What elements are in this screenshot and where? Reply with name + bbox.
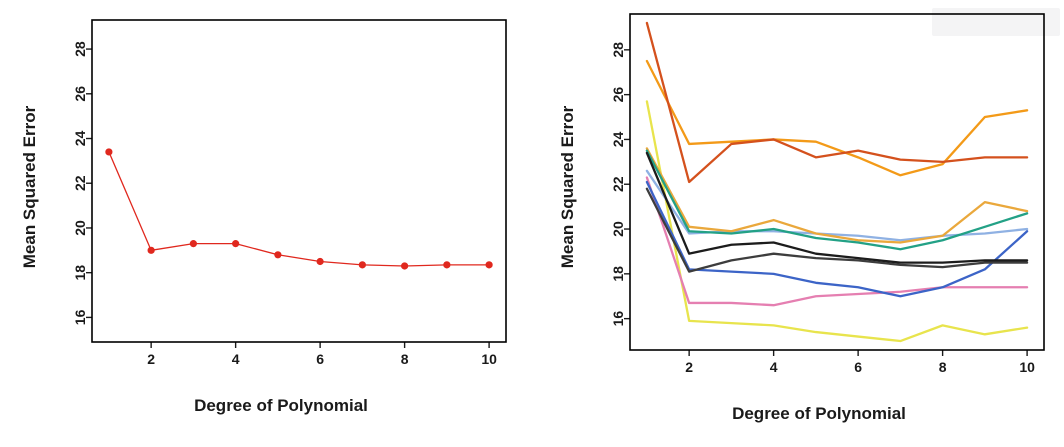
svg-text:18: 18 xyxy=(72,265,88,281)
svg-text:16: 16 xyxy=(610,311,626,327)
svg-text:2: 2 xyxy=(685,359,693,375)
loocv-panel: Mean Squared Error 16 18 20 22 24 26 28 2 4 6 8 10 … xyxy=(14,8,516,422)
svg-text:6: 6 xyxy=(854,359,862,375)
loocv-y-axis-label-text: Mean Squared Error xyxy=(20,105,39,268)
kfold-cv-panel: Mean Squared Error 16 18 20 22 24 26 28 2 4 6 8 10 … xyxy=(552,2,1054,430)
svg-text:2: 2 xyxy=(147,351,155,367)
svg-text:26: 26 xyxy=(610,87,626,103)
svg-text:22: 22 xyxy=(610,176,626,192)
loocv-y-axis-label: Mean Squared Error xyxy=(14,8,46,388)
svg-text:24: 24 xyxy=(610,131,626,147)
svg-text:8: 8 xyxy=(939,359,947,375)
svg-text:10: 10 xyxy=(1019,359,1035,375)
svg-text:16: 16 xyxy=(72,309,88,325)
kfold-x-axis-label: Degree of Polynomial xyxy=(732,404,906,423)
kfold-y-axis-label-text: Mean Squared Error xyxy=(558,105,577,269)
svg-text:8: 8 xyxy=(401,351,409,367)
svg-text:6: 6 xyxy=(316,351,324,367)
svg-text:10: 10 xyxy=(481,351,497,367)
svg-text:28: 28 xyxy=(610,42,626,58)
svg-text:22: 22 xyxy=(72,175,88,191)
svg-text:4: 4 xyxy=(770,359,778,375)
svg-text:26: 26 xyxy=(72,86,88,102)
svg-text:18: 18 xyxy=(610,266,626,282)
kfold-y-axis-label: Mean Squared Error xyxy=(552,2,584,396)
highlight-artifact xyxy=(932,8,1060,36)
svg-text:20: 20 xyxy=(610,221,626,237)
svg-text:24: 24 xyxy=(72,131,88,147)
svg-text:20: 20 xyxy=(72,220,88,236)
svg-text:4: 4 xyxy=(232,351,240,367)
svg-text:28: 28 xyxy=(72,41,88,57)
loocv-x-axis-label: Degree of Polynomial xyxy=(194,396,368,415)
